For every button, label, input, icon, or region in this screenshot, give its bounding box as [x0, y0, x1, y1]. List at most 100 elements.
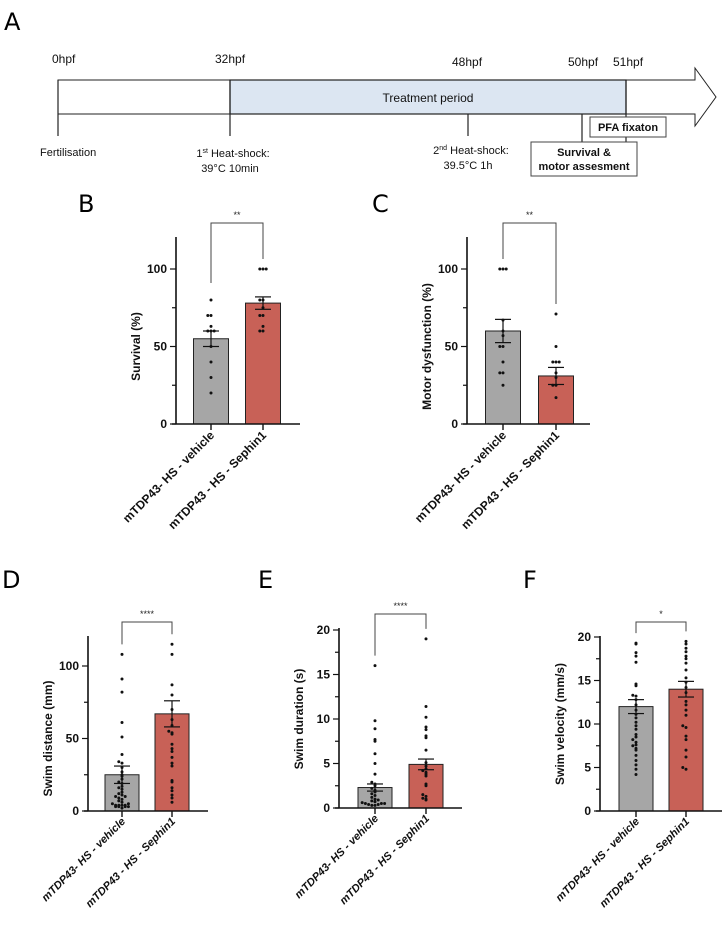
category-label: mTDP43 - HS - Sephin1 [84, 816, 178, 910]
data-point [684, 661, 688, 665]
time-label-50hpf: 50hpf [568, 55, 599, 69]
data-point [120, 735, 124, 739]
data-point [167, 729, 171, 733]
data-point [684, 748, 688, 752]
data-point [258, 314, 262, 317]
survival-assessment-box [530, 141, 638, 177]
significance-bracket [210, 222, 264, 283]
significance-bracket [374, 613, 427, 656]
data-point [114, 803, 118, 807]
data-point [170, 793, 174, 797]
data-point [634, 759, 638, 763]
y-tick-label: 0 [323, 801, 330, 815]
data-point [170, 683, 174, 687]
survival-assessment-line2: motor assesment [538, 161, 629, 173]
data-point [370, 780, 374, 784]
chart-swim-velocity: 0 5 10 15 20 Swim velocity (mm/s) mTDP43- HS -… [553, 609, 722, 910]
data-point [424, 734, 428, 738]
data-point [376, 798, 380, 802]
data-point [684, 639, 688, 643]
data-point [123, 795, 127, 798]
significance-label: **** [393, 601, 408, 611]
data-point [170, 742, 174, 746]
data-point [383, 802, 387, 806]
panel-letter-e: E [258, 566, 273, 594]
bar-sephin1 [245, 302, 281, 425]
data-point [684, 699, 688, 703]
y-tick-label: 100 [438, 262, 458, 276]
data-point [120, 797, 124, 801]
data-point [360, 801, 364, 805]
y-axis-title: Swim velocity (mm/s) [553, 663, 567, 785]
data-point [117, 803, 121, 807]
data-point [634, 743, 638, 747]
data-point [634, 732, 638, 736]
data-point [373, 762, 377, 765]
data-point [684, 654, 688, 658]
data-point [681, 724, 685, 728]
chart-motor-dysfunction: 0 50 100 Motor dysfunction (%) mTDP43- HS - … [412, 210, 590, 532]
data-point [684, 676, 688, 680]
chart-survival: 0 50 100 Survival (%) mTDP43- HS - vehiclemT… [120, 210, 300, 532]
category-label: mTDP43 - HS - Sephin1 [458, 428, 562, 532]
data-point [684, 668, 688, 672]
data-point [209, 376, 213, 379]
data-point [209, 360, 213, 364]
data-point [117, 780, 121, 784]
panel-letter-c: C [372, 190, 389, 218]
data-point [634, 740, 638, 744]
fertilisation-label: Fertilisation [40, 147, 96, 159]
data-point [684, 755, 688, 759]
y-tick-label: 50 [445, 340, 459, 354]
significance-label: ** [233, 210, 241, 220]
data-point [110, 802, 114, 806]
data-point [120, 752, 124, 756]
data-point [373, 772, 377, 776]
data-point [424, 705, 428, 709]
data-point [261, 329, 265, 333]
y-tick-label: 100 [147, 262, 167, 276]
data-point [634, 724, 638, 728]
y-tick-label: 5 [584, 761, 591, 775]
data-point [170, 789, 174, 793]
category-label: mTDP43- HS - vehicle [412, 428, 509, 525]
data-point [424, 725, 428, 729]
data-point [501, 267, 505, 271]
data-point [370, 795, 374, 799]
data-point [684, 767, 688, 771]
time-label-51hpf: 51hpf [613, 55, 644, 69]
data-point [117, 792, 121, 796]
panel-letter-f: F [523, 566, 537, 594]
data-point [554, 396, 558, 400]
data-point [634, 735, 638, 739]
y-tick-label: 0 [72, 804, 79, 818]
time-label-0hpf: 0hpf [52, 52, 76, 66]
treatment-period-label: Treatment period [383, 91, 474, 105]
data-point [634, 772, 638, 776]
data-point [498, 267, 502, 271]
y-axis-title: Motor dysfunction (%) [420, 283, 434, 410]
data-point [421, 796, 425, 800]
data-point [373, 800, 377, 804]
data-point [209, 391, 213, 395]
data-point [631, 744, 635, 748]
heat-shock-1-condition: 39°C 10min [201, 163, 259, 175]
time-label-32hpf: 32hpf [215, 52, 246, 66]
y-axis-title: Survival (%) [129, 312, 143, 381]
data-point [373, 797, 377, 801]
category-label: mTDP43- HS - vehicle [293, 813, 381, 901]
data-point [117, 799, 121, 803]
y-tick-label: 0 [160, 417, 167, 431]
data-point [373, 727, 377, 731]
data-point [261, 314, 265, 317]
category-label: mTDP43- HS - vehicle [40, 816, 128, 904]
data-point [634, 641, 638, 645]
significance-label: * [659, 609, 663, 619]
data-point [170, 747, 174, 751]
data-point [373, 719, 377, 723]
data-point [120, 793, 124, 797]
data-point [120, 803, 124, 807]
data-point [634, 654, 638, 658]
y-tick-label: 15 [578, 674, 592, 688]
survival-assessment-line1: Survival & [557, 147, 611, 159]
